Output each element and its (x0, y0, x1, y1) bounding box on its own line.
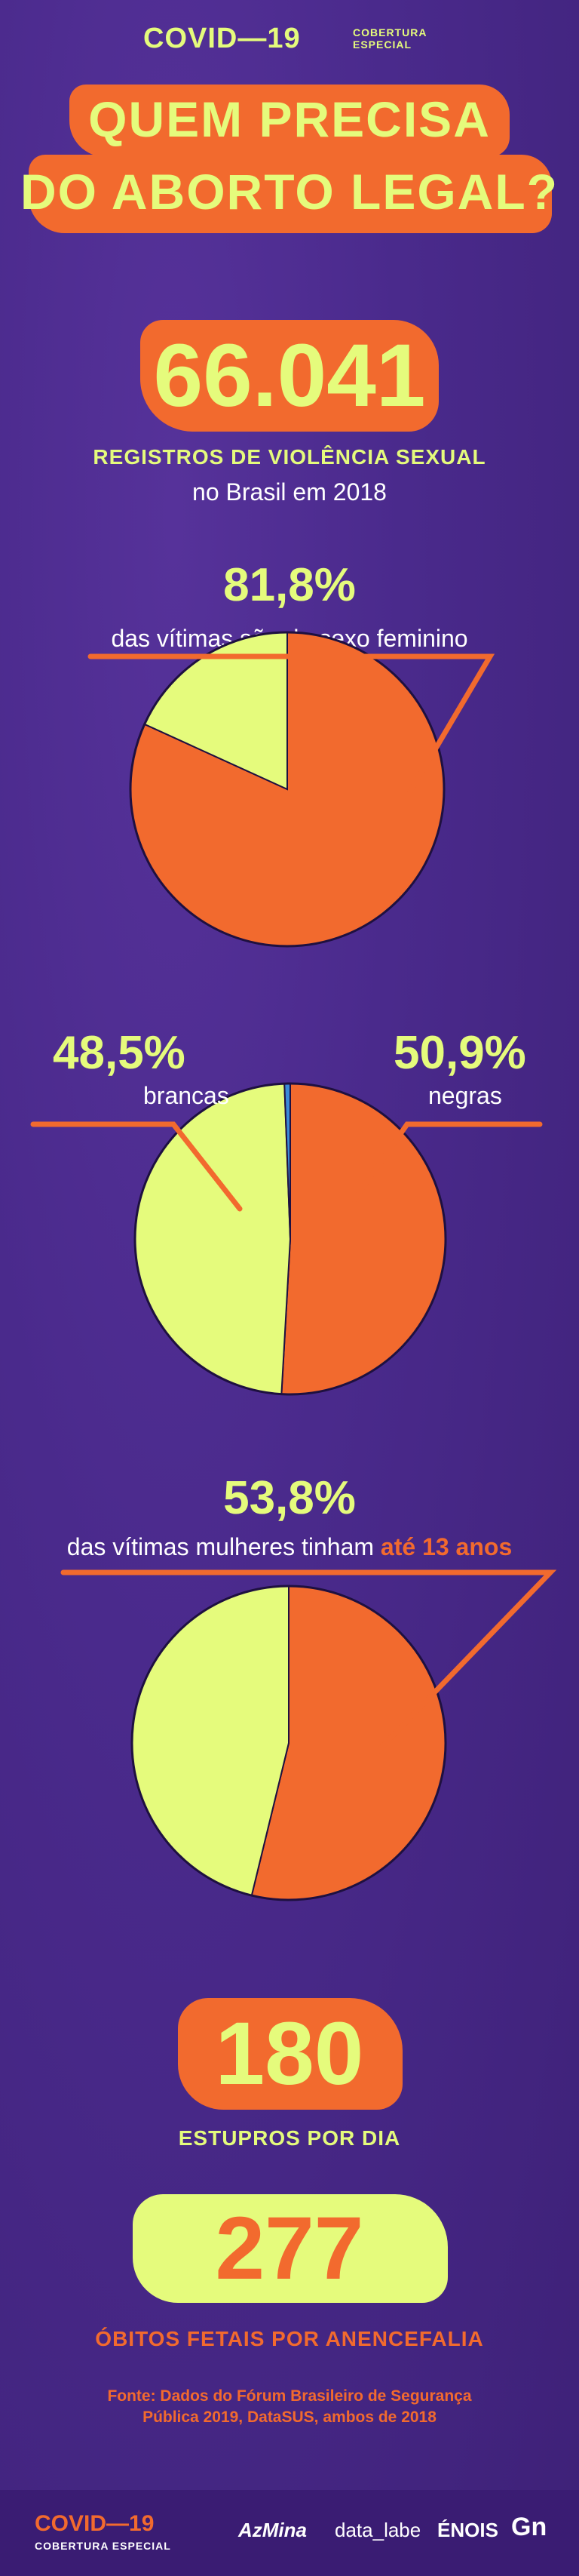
pie3-leader-line (60, 1569, 557, 1755)
footer-brand: COVID—19 (35, 2511, 155, 2536)
title-brush-2 (29, 155, 552, 233)
pie3-headline: 53,8% (223, 1472, 356, 1524)
source-line1: Fonte: Dados do Fórum Brasileiro de Segu… (107, 2387, 472, 2405)
header-subtitle-line2: ESPECIAL (353, 38, 412, 51)
pie2-label-brancas: brancas (143, 1082, 229, 1109)
total-value: 66.041 (153, 326, 426, 426)
total-label-bold: REGISTROS DE VIOLÊNCIA SEXUAL (93, 445, 486, 469)
pie3-outline (130, 1585, 447, 1901)
rapes-label: ESTUPROS POR DIA (178, 2126, 401, 2150)
title-line1: QUEM PRECISA (88, 91, 491, 147)
fetal-brush (133, 2194, 448, 2303)
pie3-caption: das vítimas mulheres tinham até 13 anos (0, 1533, 579, 1561)
title-brush-1 (69, 85, 510, 157)
pie3-caption-highlight: até 13 anos (380, 1533, 513, 1560)
pie2-label-negras: negras (428, 1082, 502, 1109)
header-subtitle: COBERTURA ESPECIAL (353, 26, 427, 51)
total-brush (140, 320, 439, 432)
pie2-slice-1 (134, 1083, 292, 1395)
pie2-label-negras-value: 50,9% (394, 1027, 526, 1079)
pie2-label-brancas-value: 48,5% (53, 1027, 185, 1079)
total-label: no Brasil em 2018 (192, 478, 387, 506)
pie1-outline (129, 631, 446, 948)
pie2-leader-brancas (30, 1121, 243, 1212)
source-line2: Pública 2019, DataSUS, ambos de 2018 (142, 2408, 437, 2426)
pie2-leader-negras (351, 1121, 543, 1203)
logo-azmina: AzMina (238, 2519, 307, 2541)
footer-bar (0, 2490, 579, 2576)
pie2 (133, 1082, 447, 1396)
logo-enois: ÉNOIS (437, 2519, 498, 2541)
pie2-slice-0 (280, 1082, 446, 1395)
fetal-value: 277 (215, 2199, 364, 2298)
pie3-caption-start: das vítimas mulheres tinham (66, 1533, 381, 1560)
header-subtitle-line1: COBERTURA (353, 26, 427, 38)
title-line2: DO ABORTO LEGAL? (20, 164, 559, 220)
pie1-leader-line (87, 653, 495, 800)
logo-data-labe: data_labe (335, 2519, 421, 2541)
rapes-brush (178, 1998, 403, 2110)
header-brand: COVID—19 (143, 23, 301, 54)
pie1-headline: 81,8% (223, 559, 356, 611)
pie2-outline (133, 1082, 447, 1396)
pie1 (129, 631, 446, 948)
pie3 (130, 1585, 447, 1901)
rapes-value: 180 (215, 2004, 364, 2104)
fetal-label: ÓBITOS FETAIS POR ANENCEFALIA (95, 2327, 484, 2350)
footer-subtitle: COBERTURA ESPECIAL (35, 2540, 171, 2552)
source: Fonte: Dados do Fórum Brasileiro de Segu… (0, 2386, 579, 2428)
logo-gn: Gn (511, 2513, 547, 2541)
